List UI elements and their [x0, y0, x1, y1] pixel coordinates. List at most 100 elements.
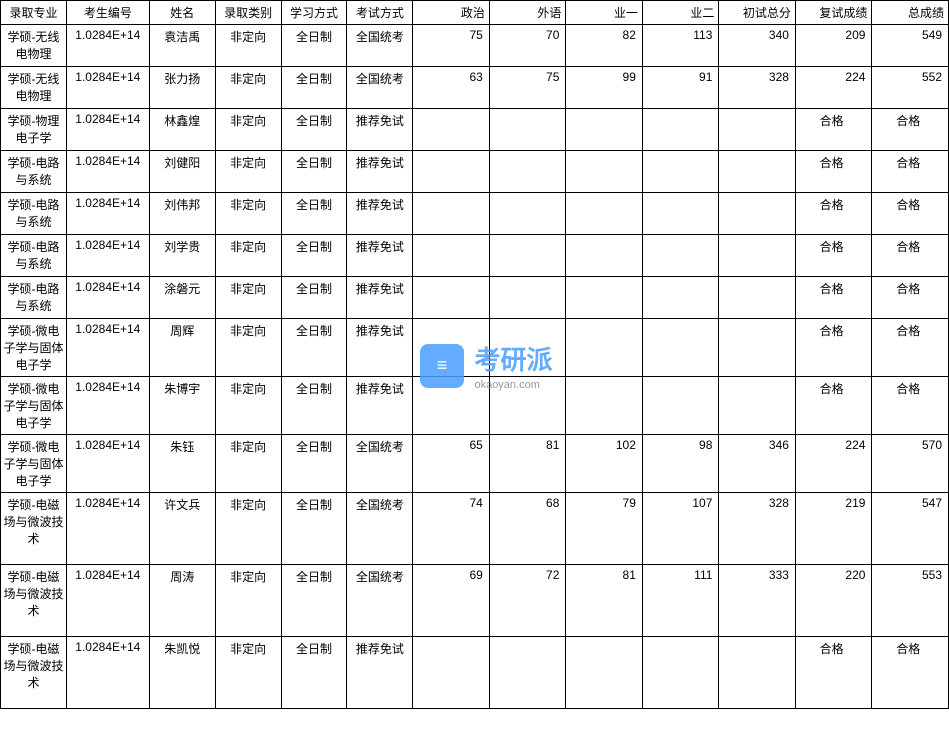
table-row: 学硕-物理电子学1.0284E+14林鑫煌非定向全日制推荐免试合格合格: [1, 109, 949, 151]
header-cell: 总成绩: [872, 1, 949, 25]
table-cell: [719, 193, 796, 235]
table-cell: 81: [566, 565, 643, 637]
table-cell: 113: [642, 25, 719, 67]
table-cell: 合格: [872, 377, 949, 435]
table-cell: 1.0284E+14: [66, 493, 149, 565]
table-cell: [413, 377, 490, 435]
table-cell: 合格: [872, 637, 949, 709]
table-cell: [413, 193, 490, 235]
table-cell: 346: [719, 435, 796, 493]
table-cell: 75: [413, 25, 490, 67]
table-cell: 推荐免试: [347, 277, 413, 319]
table-cell: 75: [489, 67, 566, 109]
table-cell: 全国统考: [347, 25, 413, 67]
table-row: 学硕-电路与系统1.0284E+14涂磐元非定向全日制推荐免试合格合格: [1, 277, 949, 319]
table-cell: 合格: [872, 319, 949, 377]
table-cell: 1.0284E+14: [66, 377, 149, 435]
header-cell: 政治: [413, 1, 490, 25]
table-cell: 朱凯悦: [149, 637, 215, 709]
table-cell: 68: [489, 493, 566, 565]
header-cell: 复试成绩: [795, 1, 872, 25]
table-cell: 552: [872, 67, 949, 109]
table-row: 学硕-微电子学与固体电子学1.0284E+14朱钰非定向全日制全国统考65811…: [1, 435, 949, 493]
table-cell: 98: [642, 435, 719, 493]
table-cell: 学硕-电磁场与微波技术: [1, 565, 67, 637]
table-cell: [566, 637, 643, 709]
table-cell: 学硕-电路与系统: [1, 235, 67, 277]
table-cell: 1.0284E+14: [66, 319, 149, 377]
admission-table: 录取专业考生编号姓名录取类别学习方式考试方式政治外语业一业二初试总分复试成绩总成…: [0, 0, 949, 709]
header-row: 录取专业考生编号姓名录取类别学习方式考试方式政治外语业一业二初试总分复试成绩总成…: [1, 1, 949, 25]
table-cell: 340: [719, 25, 796, 67]
table-cell: 非定向: [215, 151, 281, 193]
table-row: 学硕-无线电物理1.0284E+14袁洁禹非定向全日制全国统考757082113…: [1, 25, 949, 67]
table-cell: 合格: [872, 193, 949, 235]
table-cell: 合格: [795, 235, 872, 277]
table-cell: 合格: [872, 277, 949, 319]
table-cell: 全日制: [281, 637, 347, 709]
table-cell: [413, 319, 490, 377]
table-cell: 74: [413, 493, 490, 565]
table-cell: 81: [489, 435, 566, 493]
table-cell: 1.0284E+14: [66, 637, 149, 709]
table-cell: [413, 277, 490, 319]
table-cell: 朱钰: [149, 435, 215, 493]
header-cell: 姓名: [149, 1, 215, 25]
table-cell: 全国统考: [347, 565, 413, 637]
table-cell: [642, 377, 719, 435]
table-cell: [413, 109, 490, 151]
table-cell: [489, 235, 566, 277]
table-cell: [642, 151, 719, 193]
table-row: 学硕-电路与系统1.0284E+14刘伟邦非定向全日制推荐免试合格合格: [1, 193, 949, 235]
table-cell: 学硕-微电子学与固体电子学: [1, 319, 67, 377]
table-cell: 非定向: [215, 637, 281, 709]
table-body: 学硕-无线电物理1.0284E+14袁洁禹非定向全日制全国统考757082113…: [1, 25, 949, 709]
table-cell: 全国统考: [347, 67, 413, 109]
table-cell: 全日制: [281, 377, 347, 435]
table-cell: [489, 193, 566, 235]
table-cell: 全日制: [281, 25, 347, 67]
table-cell: 549: [872, 25, 949, 67]
table-cell: 袁洁禹: [149, 25, 215, 67]
header-cell: 业二: [642, 1, 719, 25]
table-cell: 推荐免试: [347, 377, 413, 435]
table-cell: 99: [566, 67, 643, 109]
table-cell: 全国统考: [347, 493, 413, 565]
table-cell: 周涛: [149, 565, 215, 637]
table-cell: 全日制: [281, 319, 347, 377]
table-cell: 65: [413, 435, 490, 493]
table-cell: 推荐免试: [347, 235, 413, 277]
table-cell: [719, 277, 796, 319]
table-cell: 82: [566, 25, 643, 67]
header-cell: 录取专业: [1, 1, 67, 25]
table-row: 学硕-电磁场与微波技术1.0284E+14朱凯悦非定向全日制推荐免试合格合格: [1, 637, 949, 709]
table-row: 学硕-微电子学与固体电子学1.0284E+14周辉非定向全日制推荐免试合格合格: [1, 319, 949, 377]
table-cell: 全日制: [281, 109, 347, 151]
table-cell: 非定向: [215, 319, 281, 377]
table-cell: 学硕-电路与系统: [1, 277, 67, 319]
table-cell: 非定向: [215, 109, 281, 151]
table-cell: 合格: [795, 637, 872, 709]
table-cell: 学硕-电路与系统: [1, 193, 67, 235]
table-cell: 合格: [795, 277, 872, 319]
table-row: 学硕-电磁场与微波技术1.0284E+14周涛非定向全日制全国统考6972811…: [1, 565, 949, 637]
table-cell: [719, 319, 796, 377]
table-cell: 非定向: [215, 193, 281, 235]
table-cell: 1.0284E+14: [66, 109, 149, 151]
table-cell: 1.0284E+14: [66, 193, 149, 235]
table-cell: 非定向: [215, 493, 281, 565]
table-cell: [642, 277, 719, 319]
table-cell: 非定向: [215, 435, 281, 493]
table-cell: 1.0284E+14: [66, 25, 149, 67]
table-cell: 合格: [795, 193, 872, 235]
table-cell: 553: [872, 565, 949, 637]
table-cell: 刘伟邦: [149, 193, 215, 235]
table-cell: [489, 277, 566, 319]
table-cell: 学硕-电磁场与微波技术: [1, 493, 67, 565]
table-cell: 570: [872, 435, 949, 493]
table-cell: 1.0284E+14: [66, 435, 149, 493]
table-cell: [489, 377, 566, 435]
table-cell: 72: [489, 565, 566, 637]
table-cell: 张力扬: [149, 67, 215, 109]
table-cell: 全日制: [281, 151, 347, 193]
